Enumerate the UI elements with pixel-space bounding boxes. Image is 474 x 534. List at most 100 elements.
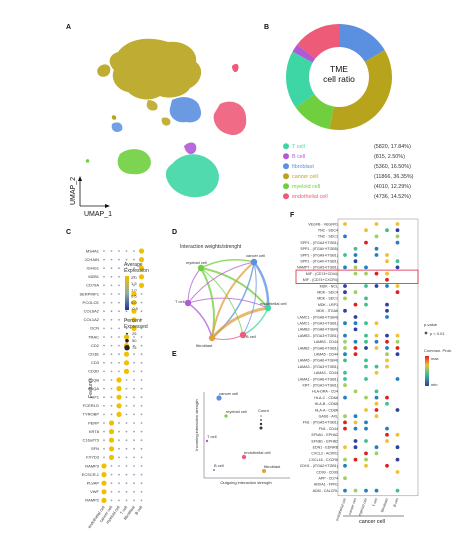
legend-dot-myeloid-cell	[283, 183, 289, 190]
bubble-mdk-sdc1-myeloid-cell	[364, 296, 368, 301]
bubble-hla-a-cd8a-b-cell	[395, 408, 400, 412]
dot-aif1-t-cell	[125, 396, 128, 399]
dot-fcer1g-b-cell	[140, 404, 143, 407]
bubble-gas6-axl-cancer-cell	[353, 414, 358, 419]
dot-cd79a-b-cell	[138, 282, 145, 288]
bubble-spp1-itgav-itgb1-b-cell	[395, 259, 400, 264]
scatter-ylabel: Incoming interaction strength	[194, 399, 199, 450]
dot-col1a2-cancer-cell	[110, 318, 113, 321]
expr-tick: 0.5	[131, 294, 137, 299]
pair-label: CDH1 - (ITGA2+ITGB1)	[300, 464, 338, 468]
gene-label: TRAC	[88, 334, 99, 339]
bubble-xtick-t-cell: T cell	[372, 498, 379, 508]
dot-serpinf1-fibroblast	[131, 291, 137, 297]
legend-label-cancer-cell: cancer cell	[292, 174, 318, 180]
network-edge	[242, 307, 269, 336]
network-label-fibroblast: fibroblast	[196, 343, 213, 348]
dot-cd3-t-cell	[123, 360, 130, 366]
pair-label: APP - CD74	[318, 477, 338, 481]
umap-cluster-t-cell	[165, 154, 219, 198]
network-node-cancer-cell	[250, 258, 258, 266]
bubble-hla-b-cd8a-t-cell	[374, 401, 379, 406]
network-node-myeloid-cell	[197, 264, 205, 272]
bubble-spp1-itga9-itgb1-t-cell	[374, 253, 379, 257]
bubble-lamc1-itga3-itgb1-cancer-cell	[353, 321, 358, 326]
prob-colorbar	[425, 356, 429, 386]
dot-mzb1-myeloid-cell	[118, 275, 120, 278]
dot-fcer1g-endothelial-cell	[103, 404, 105, 407]
dot-krt8-b-cell	[140, 430, 143, 433]
dotplot-xtick-t-cell: T cell	[119, 505, 129, 516]
expr-tick: 1.0	[131, 287, 137, 292]
bubble-hla-a-cd8a-t-cell	[374, 408, 379, 412]
dot-jchain-cancer-cell	[110, 258, 113, 261]
bubble-mdk-ncl-myeloid-cell	[364, 284, 368, 288]
gene-label: CD3E	[88, 352, 99, 357]
legend-dot-b-cell	[283, 153, 289, 160]
scatter-label-endothelial-cell: endothelial cell	[244, 450, 271, 455]
bubble-lama5-cd44-endothelial-cell	[343, 352, 347, 357]
dot-vwf-t-cell	[125, 490, 128, 493]
donut-center-line2: cell ratio	[323, 74, 355, 84]
bubble-nampt-itga5-itgb1-endothelial-cell	[343, 265, 347, 270]
dot-perp-cancer-cell	[108, 420, 115, 426]
pair-label: GAS6 - AXL	[319, 415, 338, 419]
dot-aif1-b-cell	[140, 396, 143, 399]
dot-trac-b-cell	[140, 336, 143, 338]
dot-cd79a-endothelial-cell	[103, 284, 105, 287]
dot-c1qb-myeloid-cell	[116, 377, 122, 383]
bubble-xtick-endothelial-cell: endothelial cell	[335, 498, 347, 522]
expr-tick: 1.5	[131, 281, 137, 286]
bubble-cxcl2-ackr1-myeloid-cell	[364, 451, 368, 456]
legend-label-b-cell: B cell	[292, 154, 305, 160]
panel-label-d: D	[172, 229, 177, 236]
dot-pcolce-b-cell	[140, 301, 143, 304]
gene-label: AIF1	[91, 395, 100, 400]
dot-col1a2-t-cell	[125, 318, 128, 321]
dot-c1qa-cancer-cell	[110, 387, 113, 390]
dot-vwf-endothelial-cell	[101, 489, 107, 495]
bubble-lamb3-itga3-itgb1-endothelial-cell	[343, 333, 347, 338]
dot-ramp2-fibroblast	[133, 499, 135, 502]
pair-label: MIF - (CD74+CXCR4)	[303, 278, 338, 282]
gene-label: CD3	[91, 360, 100, 365]
dot-ramp2-b-cell	[140, 499, 143, 502]
bubble-nampt-itga5-itgb1-cancer-cell	[353, 265, 358, 270]
network-edge	[242, 261, 257, 336]
dot-fcer1g-fibroblast	[133, 404, 135, 407]
dot-cd3e-cancer-cell	[110, 353, 113, 356]
bubble-xlabel: cancer cell	[359, 519, 385, 525]
legend-value-endothelial-cell: (4736, 14.52%)	[374, 194, 411, 200]
pair-label: LAMB3 - (ITGA3+ITGB1)	[298, 334, 338, 338]
pair-label: LAMA3 - (ITGA3+ITGB1)	[298, 365, 338, 369]
gene-label: ECSCR.1	[82, 472, 100, 477]
donut-slice-myeloid-cell	[295, 94, 334, 130]
pair-label: SPP1 - (ITGA9+ITGB1)	[300, 253, 338, 257]
pct-legend-label: 75	[132, 345, 137, 350]
dot-serpinf1-endothelial-cell	[103, 293, 105, 295]
bubble-spp1-itga4-itgb1-b-cell	[395, 240, 400, 245]
umap-cluster-cancer-cell-3	[146, 100, 158, 111]
gene-label: FXYD3	[86, 455, 100, 460]
interaction-network: myeloid cell cancer cell T cell endothelial…	[175, 253, 287, 348]
pair-label: ANXA1 - FPR1	[314, 483, 338, 487]
dot-ighg1-endothelial-cell	[103, 267, 105, 270]
gene-label: SFN	[91, 446, 99, 451]
dot-trac-endothelial-cell	[103, 336, 105, 338]
dot-ighg1-b-cell	[138, 265, 145, 271]
legend-dot-t-cell	[283, 143, 289, 150]
bubble-lamb2-itga6-itgb1-b-cell	[395, 346, 400, 350]
pair-label: LAMB3 - (ITGA6+ITGB4)	[298, 328, 338, 332]
donut-center-line1: TME	[330, 64, 348, 74]
dot-c16orf73-endothelial-cell	[103, 439, 105, 442]
dot-cd79a-myeloid-cell	[118, 284, 120, 287]
umap-cluster-fibroblast	[169, 97, 202, 123]
legend-value-myeloid-cell: (4010, 12.29%)	[374, 184, 411, 190]
dot-ighg1-fibroblast	[133, 267, 135, 270]
dot-sfn-endothelial-cell	[103, 447, 105, 450]
bubble-xtick-fibroblast: fibroblast	[380, 498, 389, 513]
bubble-lama3-itga3-itgb1-myeloid-cell	[364, 364, 368, 369]
bubble-lama3-itga3-itgb1-fibroblast	[385, 364, 389, 369]
dot-dcn-b-cell	[140, 327, 143, 330]
pair-label: MDK - SDC4	[317, 291, 338, 295]
